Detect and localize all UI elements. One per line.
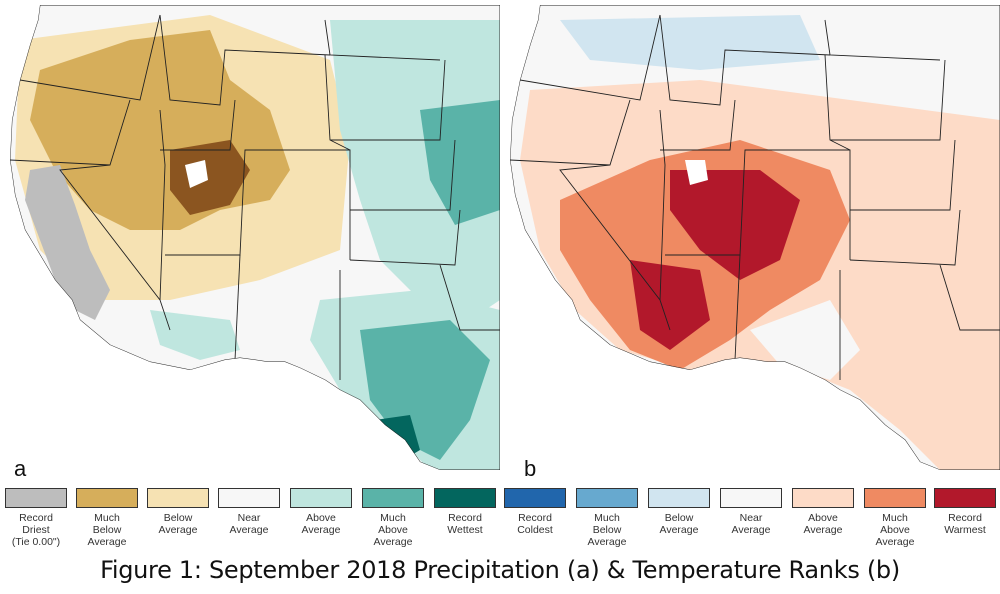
near-average-region-texas [750, 300, 860, 380]
temperature-map [510, 5, 1000, 470]
legend-swatch [864, 488, 926, 508]
legend-label: Below Average [659, 512, 699, 536]
legend-label: Record Warmest [944, 512, 986, 536]
legend-swatch [504, 488, 566, 508]
temperature-map-panel: b [500, 0, 1000, 485]
above-average-region-plains [330, 20, 500, 320]
legend-item: Near Average [720, 488, 782, 536]
legend-item: Much Below Average [576, 488, 638, 548]
legend-label: Record Coldest [517, 512, 553, 536]
precipitation-legend: Record Driest (Tie 0.00") Much Below Aver… [2, 488, 498, 552]
legend-item: Record Wettest [434, 488, 496, 536]
legend-label: Record Wettest [447, 512, 483, 536]
legend-item: Below Average [648, 488, 710, 536]
legend-item: Record Warmest [934, 488, 996, 536]
state-borders-b [510, 5, 1000, 470]
precipitation-map [10, 5, 500, 470]
figure-caption: Figure 1: September 2018 Precipitation (… [100, 556, 900, 584]
record-dry-core-region [170, 140, 250, 215]
legend-swatch [147, 488, 209, 508]
legend-swatch [290, 488, 352, 508]
above-average-region-southwest [150, 310, 240, 360]
legend-swatch [934, 488, 996, 508]
legend-swatch [648, 488, 710, 508]
legend-item: Much Above Average [362, 488, 424, 548]
temperature-legend: Record Coldest Much Below Average Below Av… [500, 488, 1000, 552]
legend-swatch [576, 488, 638, 508]
legend-label: Above Average [301, 512, 341, 536]
state-borders [10, 5, 500, 470]
record-warmest-region-core [670, 170, 800, 280]
precipitation-map-panel: a [0, 0, 500, 485]
salt-lake-region-b [685, 160, 708, 185]
salt-lake-region [185, 160, 208, 188]
record-warmest-region-arizona [630, 260, 710, 350]
legend-swatch [434, 488, 496, 508]
legend-swatch [362, 488, 424, 508]
legend-swatch [5, 488, 67, 508]
legend-label: Near Average [229, 512, 269, 536]
legend-label: Below Average [158, 512, 198, 536]
legend-label: Above Average [803, 512, 843, 536]
legend-label: Much Below Average [587, 512, 627, 548]
legend-item: Above Average [792, 488, 854, 536]
legend-swatch [218, 488, 280, 508]
legend-label: Much Below Average [87, 512, 127, 548]
below-average-region-north [560, 15, 820, 70]
legend-swatch [792, 488, 854, 508]
panel-letter-b: b [524, 456, 537, 481]
legend-swatch [76, 488, 138, 508]
legend-label: Near Average [731, 512, 771, 536]
legend-swatch [720, 488, 782, 508]
legend-label: Much Above Average [875, 512, 915, 548]
legend-item: Much Below Average [76, 488, 138, 548]
legend-item: Record Driest (Tie 0.00") [5, 488, 67, 548]
legend-item: Near Average [218, 488, 280, 536]
legend-item: Below Average [147, 488, 209, 536]
legend-label: Record Driest (Tie 0.00") [11, 512, 61, 548]
panel-letter-a: a [14, 456, 27, 481]
legend-item: Above Average [290, 488, 352, 536]
record-driest-region [25, 165, 110, 320]
legend-item: Much Above Average [864, 488, 926, 548]
much-above-average-region-north [420, 100, 500, 225]
legend-label: Much Above Average [373, 512, 413, 548]
legend-item: Record Coldest [504, 488, 566, 536]
